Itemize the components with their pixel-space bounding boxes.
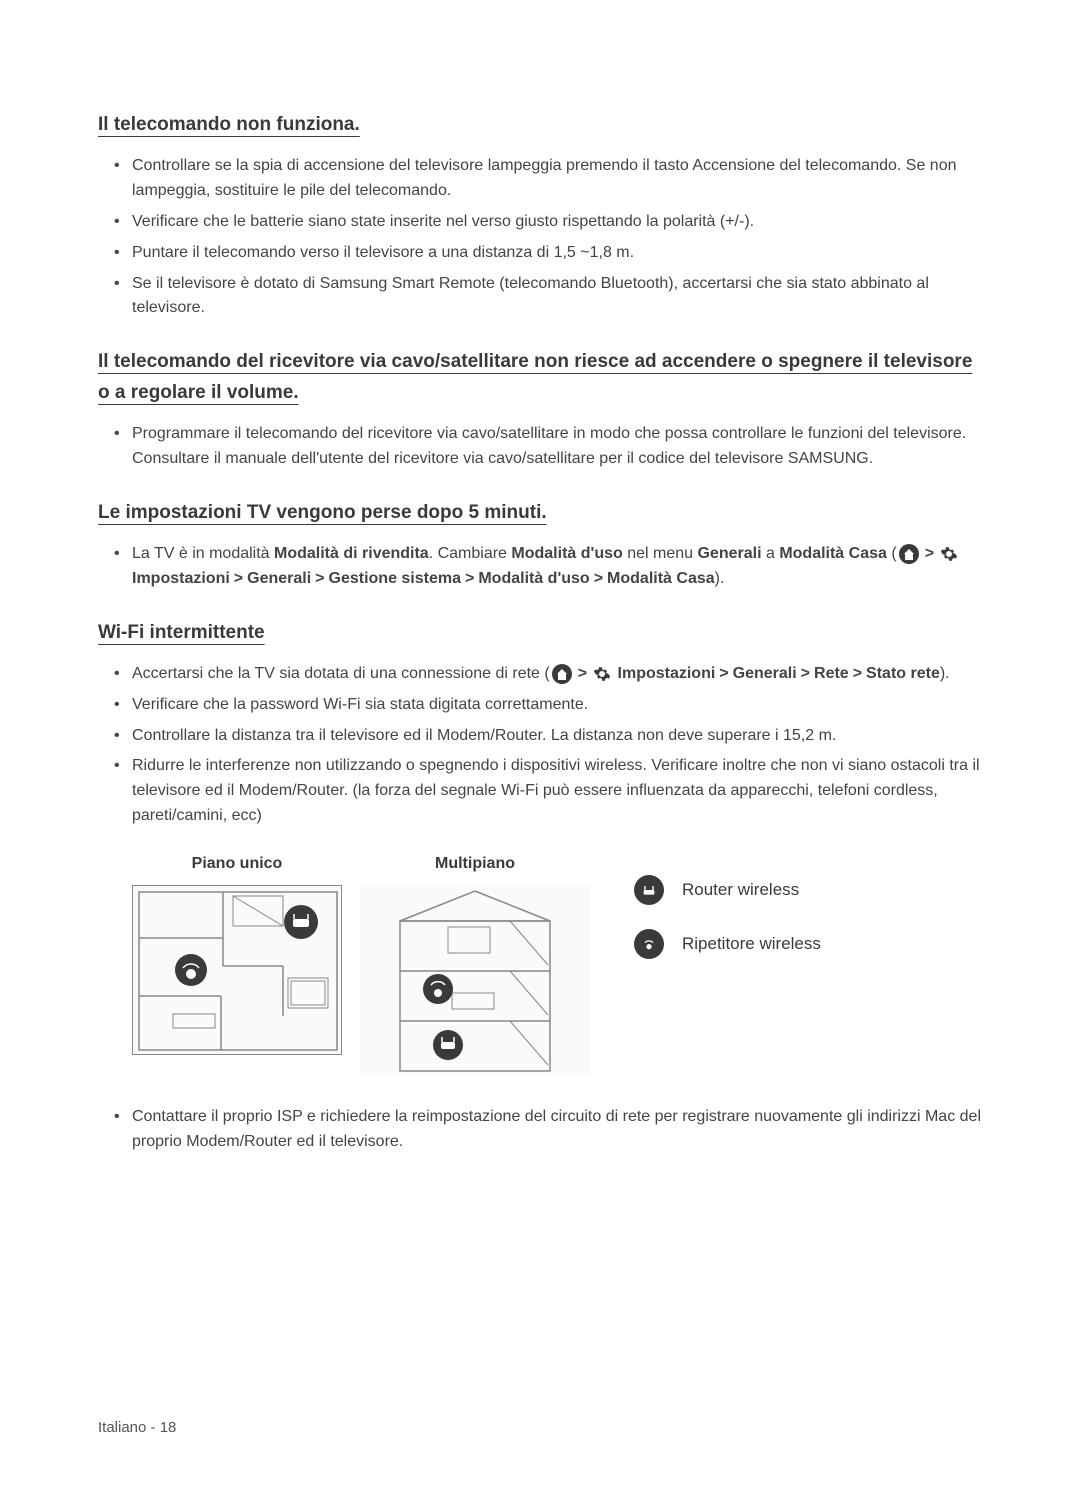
bullet-list: Controllare se la spia di accensione del… (98, 154, 982, 321)
page-footer: Italiano - 18 (98, 1419, 176, 1436)
bold-text: Impostazioni (618, 665, 716, 682)
section-title-remote-not-working: Il telecomando non funziona. (98, 110, 982, 140)
breadcrumb-separator: > (315, 570, 324, 587)
multi-floor-diagram: Multipiano (360, 855, 590, 1075)
diagram-legend: Router wireless Ripetitore wireless (634, 875, 821, 959)
list-item: Programmare il telecomando del ricevitor… (132, 422, 982, 472)
list-item: Verificare che le batterie siano state i… (132, 210, 982, 235)
bold-text: Generali (733, 665, 797, 682)
legend-item-router: Router wireless (634, 875, 821, 905)
text-fragment: La TV è in modalità (132, 545, 274, 562)
legend-label: Router wireless (682, 880, 799, 900)
text-fragment: nel menu (623, 545, 698, 562)
list-item: Ridurre le interferenze non utilizzando … (132, 754, 982, 828)
home-icon (899, 544, 919, 564)
gear-icon (593, 665, 611, 683)
text-fragment: ). (940, 665, 950, 682)
breadcrumb-separator: > (925, 545, 934, 562)
diagram-label-multi: Multipiano (435, 855, 515, 873)
bold-text: Impostazioni (132, 570, 230, 587)
list-item: La TV è in modalità Modalità di rivendit… (132, 542, 982, 592)
list-item: Puntare il telecomando verso il televiso… (132, 241, 982, 266)
text-fragment: ). (715, 570, 725, 587)
bold-text: Modalità d'uso (511, 545, 622, 562)
router-icon (634, 875, 664, 905)
section-title-wifi: Wi-Fi intermittente (98, 618, 982, 648)
bullet-list: Accertarsi che la TV sia dotata di una c… (98, 662, 982, 829)
breadcrumb-separator: > (719, 665, 728, 682)
section-title-cable-remote: Il telecomando del ricevitore via cavo/s… (98, 347, 982, 408)
text-fragment: . Cambiare (429, 545, 512, 562)
repeater-icon (634, 929, 664, 959)
bullet-list: Programmare il telecomando del ricevitor… (98, 422, 982, 472)
bold-text: Gestione sistema (329, 570, 462, 587)
bold-text: Modalità Casa (607, 570, 715, 587)
gear-icon (940, 545, 958, 563)
bold-text: Stato rete (866, 665, 940, 682)
bold-text: Modalità Casa (779, 545, 887, 562)
section-title-settings-lost: Le impostazioni TV vengono perse dopo 5 … (98, 498, 982, 528)
bold-text: Modalità d'uso (478, 570, 589, 587)
breadcrumb-separator: > (578, 665, 587, 682)
legend-label: Ripetitore wireless (682, 934, 821, 954)
list-item: Controllare la distanza tra il televisor… (132, 724, 982, 749)
bold-text: Modalità di rivendita (274, 545, 429, 562)
list-item: Verificare che la password Wi-Fi sia sta… (132, 693, 982, 718)
list-item: Controllare se la spia di accensione del… (132, 154, 982, 204)
diagram-label-single: Piano unico (192, 855, 283, 873)
bullet-list: Contattare il proprio ISP e richiedere l… (98, 1105, 982, 1155)
single-floor-diagram: Piano unico (132, 855, 342, 1055)
bold-text: Generali (247, 570, 311, 587)
list-item: Accertarsi che la TV sia dotata di una c… (132, 662, 982, 687)
list-item: Contattare il proprio ISP e richiedere l… (132, 1105, 982, 1155)
breadcrumb-separator: > (465, 570, 474, 587)
text-fragment: a (762, 545, 780, 562)
text-fragment: Accertarsi che la TV sia dotata di una c… (132, 665, 550, 682)
breadcrumb-separator: > (234, 570, 243, 587)
breadcrumb-separator: > (853, 665, 862, 682)
wifi-diagram-row: Piano unico (132, 855, 982, 1075)
breadcrumb-separator: > (594, 570, 603, 587)
legend-item-repeater: Ripetitore wireless (634, 929, 821, 959)
bullet-list: La TV è in modalità Modalità di rivendit… (98, 542, 982, 592)
bold-text: Rete (814, 665, 849, 682)
breadcrumb-separator: > (801, 665, 810, 682)
home-icon (552, 664, 572, 684)
floorplan-single-icon (132, 885, 342, 1055)
bold-text: Generali (697, 545, 761, 562)
list-item: Se il televisore è dotato di Samsung Sma… (132, 272, 982, 322)
floorplan-multi-icon (360, 885, 590, 1075)
text-fragment: ( (887, 545, 897, 562)
